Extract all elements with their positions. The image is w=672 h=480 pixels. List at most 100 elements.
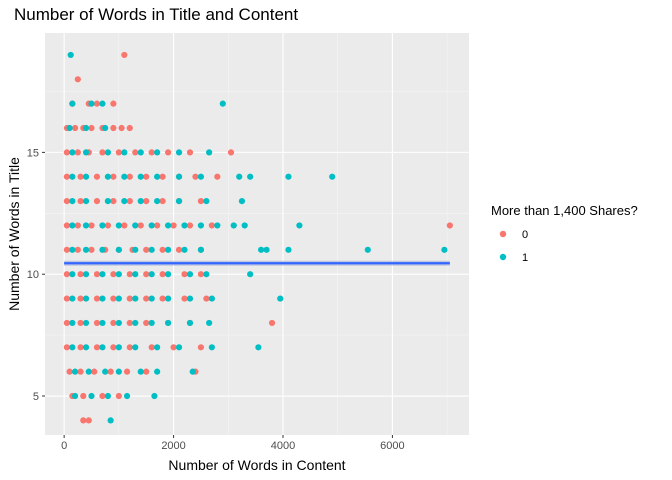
point-series-1 — [99, 319, 106, 327]
point-series-0 — [148, 149, 155, 156]
point-series-0 — [192, 173, 199, 180]
point-series-0 — [159, 271, 166, 278]
point-series-1 — [206, 149, 213, 156]
point-series-1 — [132, 319, 139, 327]
legend-key-1 — [499, 253, 507, 261]
point-series-0 — [93, 100, 101, 107]
point-series-1 — [82, 319, 90, 327]
point-series-1 — [164, 246, 172, 253]
point-series-1 — [186, 295, 194, 302]
legend-label-1: 1 — [522, 252, 528, 264]
point-series-0 — [63, 198, 70, 205]
point-series-1 — [181, 246, 188, 253]
point-series-1 — [203, 198, 210, 205]
point-series-0 — [107, 368, 114, 375]
point-series-0 — [63, 344, 70, 351]
point-series-1 — [364, 246, 371, 253]
point-series-1 — [154, 344, 161, 351]
point-series-1 — [148, 295, 155, 302]
point-series-0 — [93, 198, 101, 205]
point-series-0 — [99, 149, 106, 156]
point-series-1 — [230, 222, 237, 229]
point-series-0 — [159, 198, 166, 205]
point-series-1 — [69, 319, 76, 327]
point-series-1 — [181, 222, 188, 229]
point-series-0 — [126, 173, 133, 180]
point-series-1 — [104, 149, 112, 156]
point-series-1 — [104, 198, 112, 205]
point-series-1 — [82, 173, 90, 180]
point-series-0 — [143, 319, 150, 327]
point-series-0 — [164, 149, 172, 156]
point-series-1 — [175, 198, 183, 205]
point-series-0 — [74, 76, 81, 83]
point-series-1 — [121, 173, 128, 180]
x-axis-title: Number of Words in Content — [168, 457, 345, 473]
point-series-0 — [63, 222, 70, 229]
legend-label-0: 0 — [522, 229, 528, 241]
point-series-0 — [77, 173, 84, 180]
x-tick-label: 4000 — [271, 440, 295, 452]
point-series-0 — [63, 319, 70, 327]
point-series-1 — [189, 368, 196, 375]
plot-panel — [45, 33, 469, 435]
point-series-1 — [203, 271, 210, 278]
point-series-1 — [121, 198, 128, 205]
point-series-1 — [247, 173, 254, 180]
point-series-0 — [123, 368, 131, 375]
point-series-0 — [88, 222, 95, 229]
point-series-0 — [121, 51, 128, 59]
point-series-1 — [82, 246, 90, 253]
point-series-0 — [132, 149, 139, 156]
point-series-0 — [77, 368, 84, 375]
point-series-1 — [148, 271, 155, 278]
point-series-0 — [104, 222, 112, 229]
point-series-0 — [80, 417, 87, 424]
point-series-1 — [102, 124, 109, 132]
point-series-1 — [115, 295, 122, 302]
point-series-1 — [241, 222, 248, 229]
minor-gridlines — [45, 33, 469, 435]
point-series-1 — [154, 149, 161, 156]
y-tick-label: 10 — [27, 269, 39, 281]
point-series-0 — [115, 149, 122, 156]
point-series-0 — [93, 271, 101, 278]
point-series-0 — [93, 344, 101, 351]
point-series-0 — [110, 124, 117, 132]
point-series-0 — [93, 173, 101, 180]
point-series-1 — [132, 271, 139, 278]
point-series-0 — [93, 295, 101, 302]
point-series-1 — [164, 271, 172, 278]
point-series-0 — [137, 222, 144, 229]
point-series-0 — [197, 271, 205, 278]
x-tick-label: 0 — [61, 440, 67, 452]
point-series-0 — [214, 173, 221, 180]
point-series-0 — [74, 222, 81, 229]
point-series-1 — [258, 246, 265, 253]
point-series-0 — [126, 198, 133, 205]
point-series-1 — [82, 124, 90, 132]
point-series-0 — [143, 271, 150, 278]
y-axis-ticks: 5 10 15 — [27, 147, 45, 403]
point-series-1 — [186, 271, 194, 278]
point-series-0 — [93, 319, 101, 327]
legend: More than 1,400 Shares? 0 1 — [491, 203, 638, 264]
point-series-1 — [67, 51, 74, 59]
point-series-1 — [69, 198, 76, 205]
point-series-0 — [186, 149, 194, 156]
x-tick-label: 2000 — [161, 440, 185, 452]
point-series-1 — [296, 222, 303, 229]
point-series-0 — [159, 173, 166, 180]
point-series-1 — [154, 198, 161, 205]
point-series-0 — [143, 198, 150, 205]
point-series-1 — [208, 344, 215, 351]
point-series-0 — [63, 246, 70, 253]
point-series-0 — [88, 124, 95, 132]
major-gridlines — [45, 33, 469, 435]
point-series-0 — [126, 124, 133, 132]
point-series-1 — [69, 295, 76, 302]
point-series-1 — [329, 173, 336, 180]
point-series-1 — [69, 271, 76, 278]
point-series-0 — [118, 124, 125, 132]
